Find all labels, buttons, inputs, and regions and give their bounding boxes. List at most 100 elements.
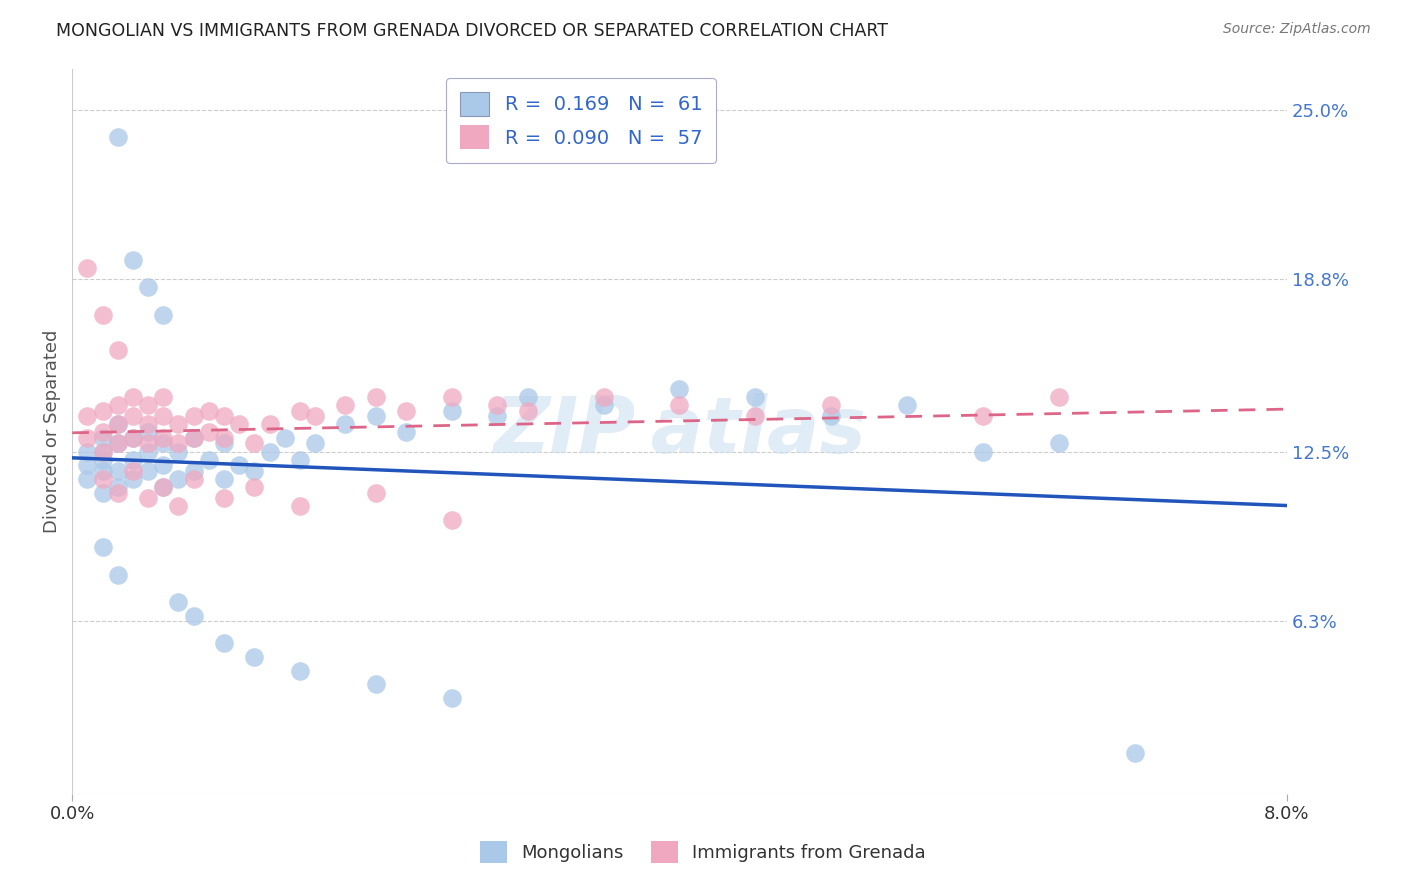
Point <box>335 417 357 432</box>
Point <box>744 409 766 423</box>
Point <box>183 472 205 486</box>
Point <box>107 436 129 450</box>
Point <box>288 664 311 678</box>
Point <box>820 409 842 423</box>
Point <box>76 444 98 458</box>
Point <box>136 436 159 450</box>
Y-axis label: Divorced or Separated: Divorced or Separated <box>44 329 60 533</box>
Point <box>972 444 994 458</box>
Point <box>167 444 190 458</box>
Point <box>152 458 174 473</box>
Point <box>274 431 297 445</box>
Point <box>136 417 159 432</box>
Point <box>668 382 690 396</box>
Point <box>183 431 205 445</box>
Point <box>243 480 266 494</box>
Point <box>122 472 145 486</box>
Point <box>107 480 129 494</box>
Point <box>896 398 918 412</box>
Point <box>91 403 114 417</box>
Point <box>152 436 174 450</box>
Point <box>152 409 174 423</box>
Point <box>243 649 266 664</box>
Point <box>212 491 235 505</box>
Point <box>91 453 114 467</box>
Point <box>440 390 463 404</box>
Point <box>107 485 129 500</box>
Point <box>395 425 418 440</box>
Point <box>486 409 509 423</box>
Point <box>107 567 129 582</box>
Point <box>107 343 129 358</box>
Point <box>395 403 418 417</box>
Point <box>107 130 129 145</box>
Point <box>198 403 221 417</box>
Point <box>259 444 281 458</box>
Text: Source: ZipAtlas.com: Source: ZipAtlas.com <box>1223 22 1371 37</box>
Point <box>288 500 311 514</box>
Point <box>136 425 159 440</box>
Point <box>152 480 174 494</box>
Point <box>76 409 98 423</box>
Point <box>1047 390 1070 404</box>
Point <box>592 390 614 404</box>
Point <box>228 458 250 473</box>
Point <box>364 390 387 404</box>
Point <box>304 436 326 450</box>
Point <box>107 417 129 432</box>
Point <box>91 308 114 322</box>
Point <box>167 500 190 514</box>
Point <box>136 464 159 478</box>
Point <box>364 677 387 691</box>
Point <box>136 398 159 412</box>
Point <box>91 464 114 478</box>
Legend: Mongolians, Immigrants from Grenada: Mongolians, Immigrants from Grenada <box>471 832 935 872</box>
Point <box>440 690 463 705</box>
Point <box>76 431 98 445</box>
Point <box>198 453 221 467</box>
Point <box>183 431 205 445</box>
Text: ZIP atlas: ZIP atlas <box>494 393 866 469</box>
Point <box>76 472 98 486</box>
Point <box>183 409 205 423</box>
Point <box>152 431 174 445</box>
Point <box>440 403 463 417</box>
Point <box>91 444 114 458</box>
Point <box>212 472 235 486</box>
Point <box>198 425 221 440</box>
Point <box>304 409 326 423</box>
Point <box>91 472 114 486</box>
Point <box>243 436 266 450</box>
Point <box>212 636 235 650</box>
Point <box>91 431 114 445</box>
Point <box>1123 746 1146 760</box>
Point <box>122 453 145 467</box>
Point <box>91 444 114 458</box>
Point <box>183 464 205 478</box>
Point <box>744 390 766 404</box>
Point <box>91 425 114 440</box>
Point <box>167 595 190 609</box>
Point <box>288 453 311 467</box>
Point <box>486 398 509 412</box>
Point <box>167 436 190 450</box>
Point <box>364 409 387 423</box>
Point <box>212 431 235 445</box>
Point <box>592 398 614 412</box>
Point <box>107 417 129 432</box>
Point <box>212 409 235 423</box>
Point <box>335 398 357 412</box>
Point <box>972 409 994 423</box>
Point <box>364 485 387 500</box>
Point <box>152 390 174 404</box>
Legend: R =  0.169   N =  61, R =  0.090   N =  57: R = 0.169 N = 61, R = 0.090 N = 57 <box>446 78 716 162</box>
Point <box>91 485 114 500</box>
Point <box>1047 436 1070 450</box>
Point <box>167 472 190 486</box>
Point <box>136 444 159 458</box>
Point <box>243 464 266 478</box>
Point <box>136 491 159 505</box>
Point <box>76 458 98 473</box>
Point <box>288 403 311 417</box>
Point <box>212 436 235 450</box>
